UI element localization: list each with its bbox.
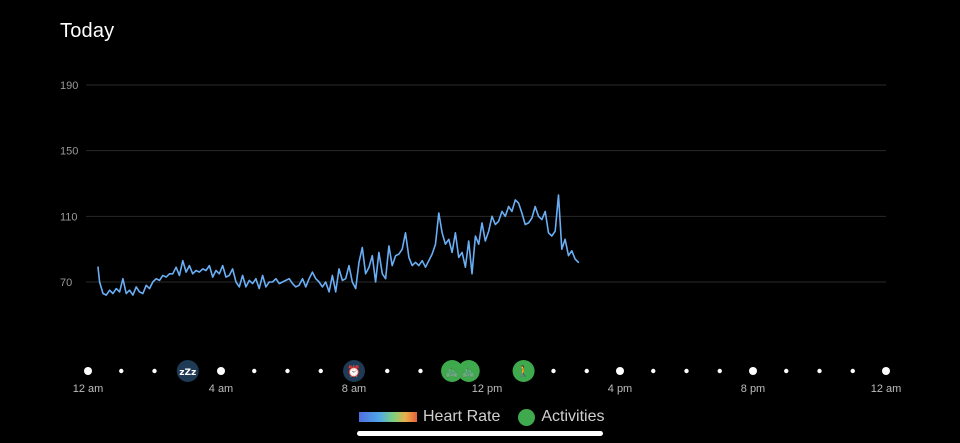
svg-text:🚶: 🚶 bbox=[517, 365, 531, 378]
x-tick-label: 12 am bbox=[871, 383, 902, 395]
legend-heart-rate-label: Heart Rate bbox=[423, 408, 501, 425]
timeline-major-dot bbox=[84, 367, 92, 375]
legend-activities-label: Activities bbox=[541, 408, 605, 425]
y-tick-label: 70 bbox=[60, 277, 72, 289]
timeline-minor-dot bbox=[584, 368, 589, 374]
svg-text:🚲: 🚲 bbox=[462, 365, 476, 378]
timeline-minor-dot bbox=[318, 368, 323, 374]
grid-lines bbox=[86, 84, 886, 283]
timeline-minor-dot bbox=[252, 368, 257, 374]
timeline-major-dot bbox=[616, 367, 624, 375]
timeline-dots bbox=[84, 367, 890, 375]
timeline-major-dot bbox=[217, 367, 225, 375]
y-axis-labels: 190 150 110 70 bbox=[60, 80, 78, 289]
timeline-minor-dot bbox=[285, 368, 290, 374]
heart-rate-series-line bbox=[97, 194, 580, 296]
sleep-zzz-icon[interactable]: zZz bbox=[176, 360, 199, 382]
timeline-minor-dot bbox=[385, 368, 390, 374]
timeline-minor-dot bbox=[850, 368, 855, 374]
x-tick-label: 4 pm bbox=[608, 383, 632, 395]
svg-text:zZz: zZz bbox=[179, 368, 196, 378]
timeline-minor-dot bbox=[817, 368, 822, 374]
timeline-minor-dot bbox=[152, 368, 157, 374]
timeline-major-dot bbox=[749, 367, 757, 375]
x-axis-labels: 12 am 4 am 8 am 12 pm 4 pm 8 pm 12 am bbox=[73, 383, 902, 395]
timeline-minor-dot bbox=[418, 368, 423, 374]
timeline-minor-dot bbox=[717, 368, 722, 374]
chart-legend: Heart Rate Activities bbox=[359, 405, 605, 429]
timeline-minor-dot bbox=[784, 368, 789, 374]
svg-text:🚲: 🚲 bbox=[445, 365, 459, 378]
timeline-markers: zZz ⏰ 🚲 🚲 🚶 bbox=[176, 360, 535, 382]
heart-rate-gradient-swatch bbox=[359, 412, 417, 422]
timeline-minor-dot bbox=[119, 368, 124, 374]
walking-icon[interactable]: 🚶 bbox=[512, 360, 535, 382]
x-tick-label: 4 am bbox=[209, 383, 233, 395]
page-title: Today bbox=[60, 20, 115, 42]
timeline-major-dot bbox=[882, 367, 890, 375]
svg-text:⏰: ⏰ bbox=[347, 364, 361, 378]
home-indicator[interactable] bbox=[357, 431, 603, 436]
cycling-icon[interactable]: 🚲 bbox=[441, 360, 464, 382]
timeline-minor-dot bbox=[551, 368, 556, 374]
x-tick-label: 12 pm bbox=[472, 383, 503, 395]
x-tick-label: 12 am bbox=[73, 383, 104, 395]
timeline-minor-dot bbox=[651, 368, 656, 374]
alarm-clock-icon[interactable]: ⏰ bbox=[343, 360, 365, 382]
y-tick-label: 190 bbox=[60, 80, 78, 92]
y-tick-label: 110 bbox=[60, 211, 78, 223]
cycling-icon[interactable]: 🚲 bbox=[457, 360, 480, 382]
x-tick-label: 8 pm bbox=[741, 383, 765, 395]
timeline-minor-dot bbox=[684, 368, 689, 374]
y-tick-label: 150 bbox=[60, 146, 78, 158]
activities-dot-icon bbox=[518, 408, 536, 426]
x-tick-label: 8 am bbox=[342, 383, 366, 395]
